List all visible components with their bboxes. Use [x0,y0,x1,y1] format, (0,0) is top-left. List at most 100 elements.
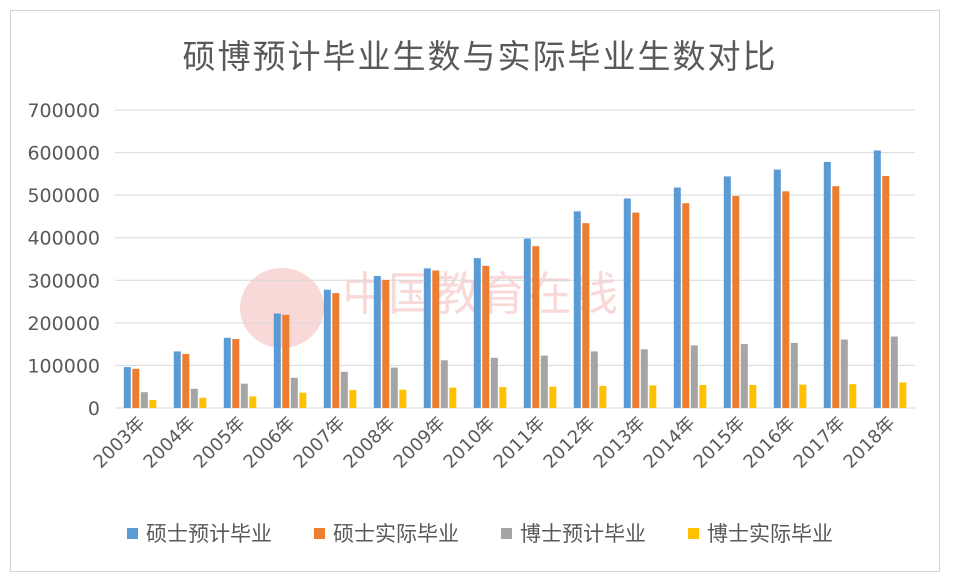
bar [223,337,231,408]
bar [149,399,157,408]
x-tick-label: 2016年 [740,413,800,473]
y-tick-label: 500000 [27,185,100,207]
bar [749,385,757,408]
bar [399,389,407,408]
bar [599,385,607,408]
x-tick-label: 2014年 [640,413,700,473]
legend-label: 硕士预计毕业 [146,522,272,546]
bar [682,203,690,408]
bar [723,176,731,408]
bar [849,384,857,408]
legend-label: 硕士实际毕业 [333,522,459,546]
y-tick-label: 400000 [27,228,100,250]
y-tick-label: 200000 [27,313,100,335]
legend-item: 博士实际毕业 [688,518,833,548]
bar [290,377,298,408]
x-tick-label: 2008年 [340,413,400,473]
bar [632,212,640,408]
legend-item: 硕士预计毕业 [127,518,272,548]
bar [773,169,781,408]
bar [340,371,348,408]
bar [582,223,590,408]
bar [790,342,798,408]
bar [382,279,390,408]
bar [190,388,198,408]
bar [799,384,807,408]
bars [123,150,907,408]
bar [390,367,398,408]
x-tick-label: 2015年 [690,413,750,473]
bar [123,367,131,408]
bar [890,336,898,408]
bar [523,238,531,408]
x-tick-label: 2006年 [240,413,300,473]
legend-item: 硕士实际毕业 [314,518,459,548]
x-tick-label: 2005年 [190,413,250,473]
bar [690,345,698,408]
bar [640,349,648,408]
y-tick-label: 600000 [27,143,100,165]
bar [432,270,440,408]
bar [699,385,707,408]
x-axis-ticks: 2003年2004年2005年2006年2007年2008年2009年2010年… [90,413,900,473]
bar [649,385,657,408]
bar [823,161,831,408]
bar [323,289,331,408]
gridlines [115,109,915,409]
bar [573,211,581,408]
y-tick-label: 0 [88,398,100,420]
x-tick-label: 2003年 [90,413,150,473]
bar [449,387,457,408]
bar [740,344,748,408]
bar [590,351,598,408]
bar [282,314,290,408]
bar [673,187,681,408]
bar [732,196,740,408]
bar [840,339,848,408]
x-tick-label: 2017年 [790,413,850,473]
legend-swatch [688,527,699,539]
x-tick-label: 2009年 [390,413,450,473]
y-axis-ticks: 0 100000 200000 300000 400000 500000 600000 700… [27,100,100,420]
legend-swatch [314,527,325,539]
y-tick-label: 100000 [27,355,100,377]
bar [873,150,881,408]
bar [232,339,240,408]
legend-item: 博士预计毕业 [501,518,646,548]
bar [173,351,181,408]
bar [240,383,248,408]
bar [132,368,140,408]
y-tick-label: 300000 [27,270,100,292]
x-tick-label: 2018年 [840,413,900,473]
legend-swatch [127,527,138,539]
bar [373,276,381,408]
bar [499,387,507,408]
bar [249,396,257,408]
bar [332,293,340,408]
bar [490,357,498,408]
legend: 硕士预计毕业 硕士实际毕业 博士预计毕业 博士实际毕业 [0,518,960,548]
chart-title: 硕博预计毕业生数与实际毕业生数对比 [182,37,778,76]
bar [782,191,790,408]
bar [832,186,840,408]
bar [299,392,307,408]
x-tick-label: 2010年 [440,413,500,473]
x-tick-label: 2013年 [590,413,650,473]
bar [882,176,890,408]
bar [349,390,357,408]
bar [199,397,207,408]
legend-label: 博士实际毕业 [707,522,833,546]
legend-label: 博士预计毕业 [520,522,646,546]
bar [182,353,190,408]
bar [532,246,540,408]
bar [482,265,490,408]
bar [440,360,448,408]
legend-swatch [501,527,512,539]
x-tick-label: 2004年 [140,413,200,473]
bar [423,268,431,408]
bar [273,313,281,408]
bar [140,392,148,408]
bar [899,382,907,408]
bar [623,198,631,408]
